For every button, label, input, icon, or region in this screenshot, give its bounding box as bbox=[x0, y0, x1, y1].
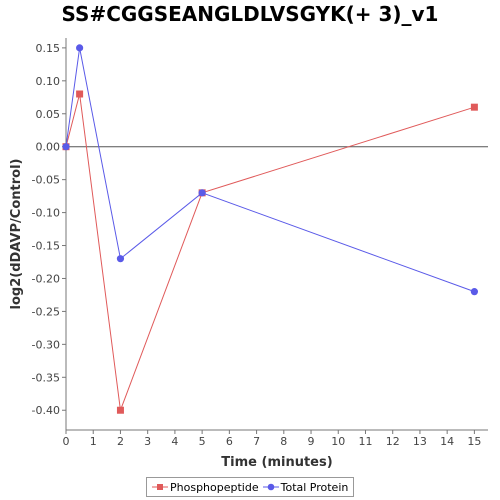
x-tick-label: 2 bbox=[117, 435, 124, 448]
y-tick-label: -0.25 bbox=[32, 305, 60, 318]
x-tick-label: 7 bbox=[253, 435, 260, 448]
legend-label-total-protein: Total Protein bbox=[280, 480, 349, 494]
x-tick-label: 3 bbox=[144, 435, 151, 448]
data-point-total-protein bbox=[470, 288, 478, 296]
x-tick-label: 1 bbox=[90, 435, 97, 448]
x-axis-title: Time (minutes) bbox=[221, 455, 332, 470]
y-tick-label: -0.15 bbox=[32, 240, 60, 253]
y-axis: 0.15 0.10 0.05 0.00 -0.05 -0.10 -0.15 -0.20 -0.2… bbox=[32, 42, 66, 417]
legend-item-total-protein: Total Protein bbox=[262, 480, 349, 494]
plot-area bbox=[66, 38, 488, 430]
x-tick-label: 13 bbox=[413, 435, 427, 448]
legend-label-phosphopeptide: Phosphopeptide bbox=[170, 480, 259, 494]
series-total-protein bbox=[62, 44, 478, 296]
x-tick-label: 6 bbox=[226, 435, 233, 448]
data-point-total-protein bbox=[76, 44, 84, 52]
y-tick-label: -0.10 bbox=[32, 207, 60, 220]
legend-swatch-square bbox=[152, 484, 168, 490]
data-point-total-protein bbox=[198, 189, 206, 197]
y-tick-label: -0.40 bbox=[32, 404, 60, 417]
data-point-total-protein bbox=[116, 255, 125, 263]
y-tick-label: -0.30 bbox=[32, 338, 60, 351]
x-tick-label: 8 bbox=[280, 435, 287, 448]
x-axis: 0 1 2 3 4 5 6 7 8 9 10 11 12 13 14 15 bbox=[63, 430, 481, 448]
y-tick-label: 0.15 bbox=[36, 42, 61, 55]
legend-item-phosphopeptide: Phosphopeptide bbox=[152, 481, 259, 494]
plot-frame bbox=[65, 38, 488, 431]
y-tick-label: -0.35 bbox=[32, 371, 60, 384]
x-tick-label: 11 bbox=[358, 435, 372, 448]
legend-swatch-circle bbox=[262, 483, 279, 491]
data-point-phosphopeptide bbox=[470, 103, 478, 111]
y-tick-label: 0.05 bbox=[36, 108, 61, 121]
data-point-phosphopeptide bbox=[116, 406, 124, 414]
chart-title: SS#CGGSEANGLDLVSGYK(+ 3)_v1 bbox=[61, 2, 439, 26]
data-point-phosphopeptide bbox=[76, 90, 84, 98]
x-tick-label: 9 bbox=[308, 435, 315, 448]
data-point-total-protein bbox=[62, 143, 70, 151]
y-tick-label: -0.05 bbox=[32, 174, 60, 187]
x-tick-label: 0 bbox=[63, 435, 70, 448]
x-tick-label: 10 bbox=[331, 435, 345, 448]
x-tick-label: 12 bbox=[386, 435, 400, 448]
x-tick-label: 14 bbox=[440, 435, 454, 448]
x-tick-label: 4 bbox=[171, 435, 178, 448]
y-tick-label: 0.10 bbox=[36, 75, 61, 88]
x-tick-label: 5 bbox=[199, 435, 206, 448]
y-tick-label: -0.20 bbox=[32, 272, 60, 285]
y-tick-label: 0.00 bbox=[36, 141, 61, 154]
x-tick-label: 15 bbox=[467, 435, 481, 448]
legend: Phosphopeptide Total Protein bbox=[146, 477, 355, 497]
series-layer bbox=[62, 44, 478, 414]
y-axis-title: log2(dDAVP/Control) bbox=[9, 159, 24, 310]
